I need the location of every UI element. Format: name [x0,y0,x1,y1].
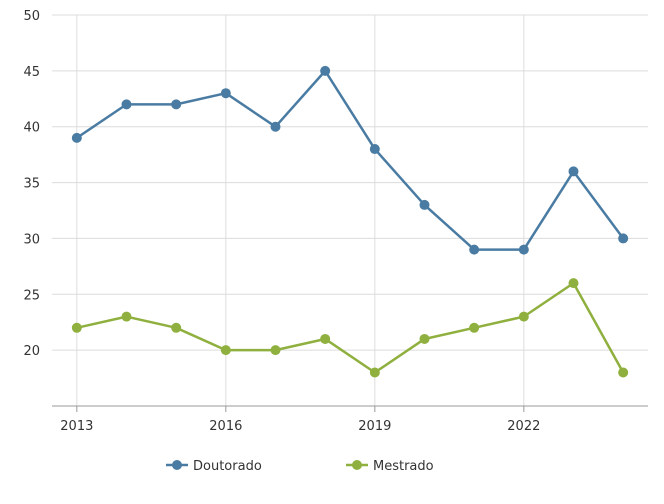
data-point-mestrado[interactable] [568,278,579,289]
data-point-mestrado[interactable] [369,367,380,378]
x-tick-label: 2013 [60,419,93,434]
data-point-mestrado[interactable] [270,345,281,356]
y-tick-label: 20 [23,344,40,359]
axes: 20 25 30 35 40 45 50 2013 2016 2019 2022 [23,9,648,434]
data-point-doutorado[interactable] [171,99,182,110]
data-point-doutorado[interactable] [618,233,629,244]
y-tick-label: 50 [23,9,40,24]
data-point-mestrado[interactable] [518,311,529,322]
data-point-mestrado[interactable] [618,367,629,378]
data-point-doutorado[interactable] [71,132,82,143]
data-point-mestrado[interactable] [71,322,82,333]
data-point-doutorado[interactable] [369,144,380,155]
data-point-doutorado[interactable] [270,121,281,132]
data-point-doutorado[interactable] [121,99,132,110]
data-point-doutorado[interactable] [469,244,480,255]
y-tick-label: 25 [23,288,40,303]
data-point-doutorado[interactable] [518,244,529,255]
x-tick-label: 2022 [507,419,540,434]
legend-label: Doutorado [193,459,262,474]
y-tick-label: 35 [23,177,40,192]
legend-label: Mestrado [373,459,434,474]
data-point-mestrado[interactable] [419,333,430,344]
series [71,65,629,378]
legend: Doutorado Mestrado [166,459,434,474]
data-point-doutorado[interactable] [320,65,331,76]
series-line-doutorado [75,69,625,251]
x-tick-label: 2016 [209,419,242,434]
grid [52,14,648,406]
data-point-mestrado[interactable] [220,345,231,356]
data-point-mestrado[interactable] [320,333,331,344]
data-point-mestrado[interactable] [171,322,182,333]
data-point-mestrado[interactable] [121,311,132,322]
y-tick-label: 30 [23,232,40,247]
data-point-mestrado[interactable] [469,322,480,333]
data-point-doutorado[interactable] [220,88,231,99]
series-line-mestrado [75,281,625,374]
data-point-doutorado[interactable] [568,166,579,177]
legend-item-doutorado[interactable]: Doutorado [166,459,262,474]
data-point-doutorado[interactable] [419,199,430,210]
legend-marker [172,460,182,470]
legend-marker [352,460,362,470]
legend-item-mestrado[interactable]: Mestrado [346,459,434,474]
x-tick-label: 2019 [358,419,391,434]
y-tick-label: 40 [23,121,40,136]
y-tick-label: 45 [23,65,40,80]
